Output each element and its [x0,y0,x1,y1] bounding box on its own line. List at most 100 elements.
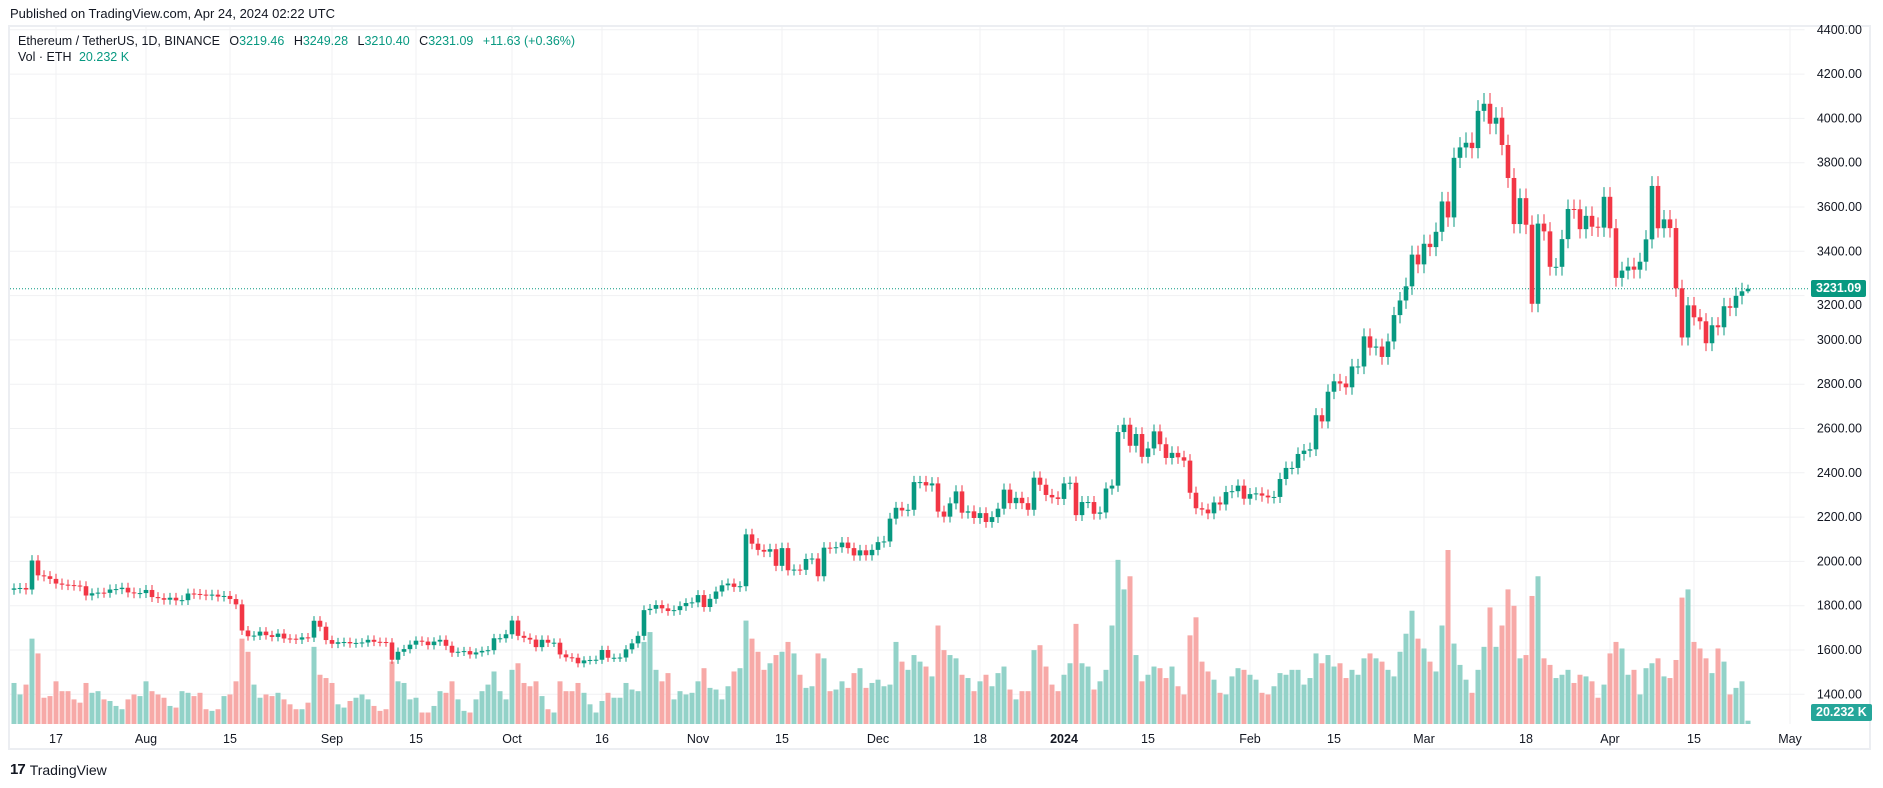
candle-body [1187,460,1193,493]
candle-body [1727,306,1733,308]
candle-body [1217,502,1223,505]
candle-body [233,599,239,605]
volume-bar [569,691,575,724]
volume-bar [515,663,521,724]
volume-bar [41,697,47,724]
volume-bar [119,709,125,724]
candle-body [719,585,725,592]
candle-body [845,542,851,549]
candle-body [881,541,887,543]
candle-body [35,560,41,576]
close-label: C [419,34,429,48]
symbol-title[interactable]: Ethereum / TetherUS, 1D, BINANCE [18,34,220,48]
volume-bar [1379,661,1385,724]
candle-body [1499,117,1505,145]
volume-bar [845,687,851,724]
candle-body [617,657,623,659]
candle-body [965,511,971,513]
candle-body [1523,198,1529,225]
volume-bar [137,696,143,724]
candle-body [353,642,359,644]
candle-body [1193,492,1199,509]
volume-bar [803,687,809,724]
candle-body [1391,315,1397,342]
volume-bar [521,682,527,724]
candle-body [89,593,95,596]
open-value: 3219.46 [239,34,285,48]
volume-bar [533,681,539,724]
candle-body [293,638,299,640]
volume-bar [755,651,761,724]
volume-bar [1463,679,1469,724]
candle-body [65,584,71,586]
volume-bar [575,682,581,724]
volume-bar [707,687,713,724]
y-tick-label: 4200.00 [1817,67,1862,81]
volume-bar [905,669,911,724]
y-tick-label: 4400.00 [1817,23,1862,37]
x-tick-label: May [1778,732,1802,746]
candle-body [1169,452,1175,458]
candle-body [1529,224,1535,304]
candle-body [287,638,293,640]
volume-bar [377,710,383,724]
volume-bar [1745,720,1751,724]
volume-bar [59,691,65,724]
volume-bar [539,696,545,724]
candle-body [515,620,521,636]
candle-body [497,638,503,640]
volume-bar [1607,653,1613,724]
candle-body [1379,346,1385,357]
volume-bar [1049,684,1055,724]
candle-body [905,509,911,511]
volume-bar [179,691,185,724]
volume-bar [431,705,437,724]
volume-bar [1559,674,1565,724]
volume-bar [977,681,983,724]
candle-body [1457,147,1463,158]
volume-bar [1061,674,1067,724]
volume-bar [17,694,23,724]
volume-bar [587,704,593,724]
volume-bar [1511,605,1517,724]
volume-bar [947,655,953,724]
candle-body [1415,254,1421,265]
volume-bar [737,668,743,724]
candle-body [653,605,659,609]
y-tick-label: 1400.00 [1817,687,1862,701]
candle-body [407,644,413,650]
candle-body [1067,482,1073,484]
volume-bar [1427,661,1433,724]
candle-body [1607,196,1613,229]
candle-body [377,641,383,643]
volume-bar [101,699,107,724]
tradingview-logo-icon[interactable]: 17 [10,761,26,778]
volume-bar [551,712,557,724]
candle-body [509,620,515,635]
volume-bar [1529,595,1535,724]
candle-body [887,518,893,542]
candle-body [1049,494,1055,498]
candle-body [329,640,335,644]
volume-bar [389,661,395,724]
candle-body [815,558,821,577]
candle-body [1277,479,1283,497]
candle-body [29,560,35,590]
volume-bar [923,666,929,724]
candle-body [365,639,371,643]
candle-body [1451,157,1457,218]
volume-bar [1067,663,1073,724]
volume-bar [467,712,473,724]
candle-body [1307,449,1313,451]
candle-body [1289,467,1295,469]
candle-body [1109,485,1115,489]
volume-label[interactable]: Vol · ETH [18,50,72,64]
volume-bar [1313,653,1319,724]
candle-body [1679,288,1685,338]
candle-body [1673,228,1679,289]
candle-body [17,587,23,589]
volume-bar [1589,681,1595,724]
volume-bar [53,681,59,724]
brand-name[interactable]: TradingView [29,761,107,778]
